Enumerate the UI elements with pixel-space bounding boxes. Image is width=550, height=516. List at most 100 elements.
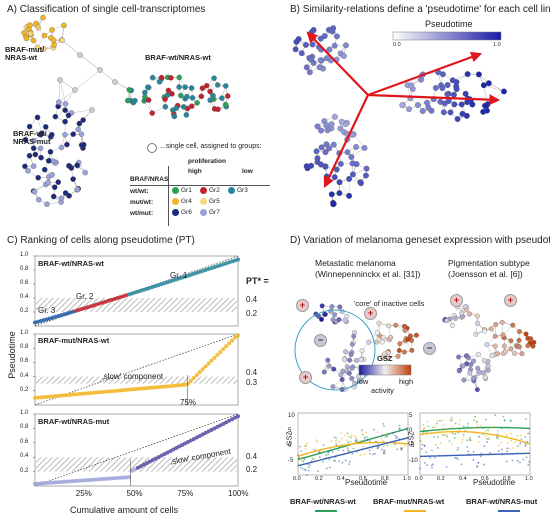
cell-node [34, 44, 41, 51]
cell-node [194, 100, 200, 106]
cell-node [124, 97, 131, 104]
x-tick-label: 0.6 [359, 476, 367, 482]
y-tick-label: 0.6 [20, 280, 29, 286]
gsz-point [436, 420, 439, 422]
cell-node [66, 193, 72, 199]
cell-node [302, 41, 309, 48]
group-name: Gr2 [209, 187, 220, 195]
cell-node [474, 313, 480, 319]
y-tick-label: 0.4 [20, 294, 29, 300]
cell-node [26, 152, 33, 159]
y-tick-label: 5 [409, 413, 413, 419]
ranked-cell [77, 478, 82, 483]
ranked-cell [118, 388, 123, 393]
cell-node [357, 180, 364, 187]
cell-node [396, 348, 402, 353]
cell-node [450, 91, 457, 98]
gsz-point [334, 459, 336, 462]
gsz-point [484, 430, 487, 432]
gsz-point [311, 457, 314, 460]
ranked-cell [118, 475, 123, 480]
cell-node [322, 149, 329, 156]
legend-low: low [242, 168, 253, 175]
cell-node [402, 323, 407, 329]
gsz-point [340, 432, 343, 435]
gsz-point [497, 450, 500, 453]
gsz-point [445, 427, 447, 430]
gsz-point [349, 436, 352, 439]
gsz-point [426, 464, 429, 467]
gsz-point [485, 434, 488, 437]
legend-wt-mut: BRAF-wt/NRAS-mut [466, 497, 538, 506]
cell-node [332, 312, 337, 318]
ranked-cell [200, 367, 205, 372]
cell-node [519, 351, 525, 357]
gsz-point [445, 433, 448, 436]
gsz-point [298, 456, 301, 459]
ranked-cell [68, 479, 73, 484]
gsz-point [483, 445, 486, 448]
cell-node [340, 368, 346, 374]
d-left-title: Metastatic melanoma (Winnepenninckx et a… [315, 258, 421, 279]
gsz-point [372, 453, 375, 456]
cell-node [492, 343, 498, 349]
c2-label: BRAF-mut/NRAS-wt [38, 336, 110, 345]
cell-node [62, 107, 68, 113]
ranked-cell [200, 432, 205, 437]
gsz-point [448, 440, 451, 443]
network-edge [65, 89, 76, 104]
ranked-cell [236, 257, 240, 262]
ranked-cell [191, 375, 196, 380]
ranked-cell [162, 452, 167, 457]
cell-node [44, 201, 50, 208]
cell-node [408, 333, 413, 339]
ranked-cell [50, 480, 55, 485]
cell-node [30, 145, 37, 151]
cell-node [328, 121, 335, 128]
gsz-point [451, 425, 454, 428]
cell-node [336, 179, 343, 186]
cell-node [171, 113, 178, 120]
ranked-cell [153, 456, 158, 461]
ranked-cell [168, 384, 173, 389]
ranked-cell [162, 384, 167, 389]
cell-node [59, 37, 66, 44]
ranked-cell [121, 475, 126, 480]
gsz-point [445, 465, 448, 468]
ranked-cell [106, 389, 111, 394]
pt-star-label: PT* = [246, 276, 269, 286]
ranked-cell [65, 479, 70, 484]
gsz-point [335, 442, 337, 444]
cell-node [22, 136, 29, 143]
gsz-point [462, 436, 465, 439]
gsz-point [527, 463, 530, 466]
ranked-cell [94, 477, 99, 482]
ranked-cell [100, 389, 105, 394]
cell-node [468, 362, 474, 368]
ranked-cell [53, 480, 58, 485]
cell-node [462, 90, 469, 97]
cell-node [26, 123, 33, 130]
cell-node [481, 370, 487, 376]
cell-node [517, 329, 522, 335]
cell-node [363, 172, 369, 179]
cell-node [406, 106, 413, 113]
gsz-point [368, 449, 371, 452]
cell-node [22, 163, 28, 170]
gsz-point [322, 460, 324, 463]
x-tick-label: 0.2 [437, 476, 445, 482]
gsz-point [504, 419, 506, 422]
gsz-point [423, 444, 426, 447]
gsz-point [460, 441, 463, 444]
ranked-cell [83, 478, 88, 483]
cell-node [353, 144, 360, 150]
legend-line-wt-wt [315, 510, 337, 512]
y-tick-label: 1.0 [20, 330, 29, 336]
gsz-point [352, 447, 355, 450]
cell-node [459, 110, 466, 117]
y-tick-label: 1.0 [20, 252, 29, 258]
cell-node [70, 131, 76, 137]
x-tick-label: 0.0 [293, 476, 301, 482]
cell-node [76, 120, 83, 127]
gsz-point [427, 425, 430, 428]
